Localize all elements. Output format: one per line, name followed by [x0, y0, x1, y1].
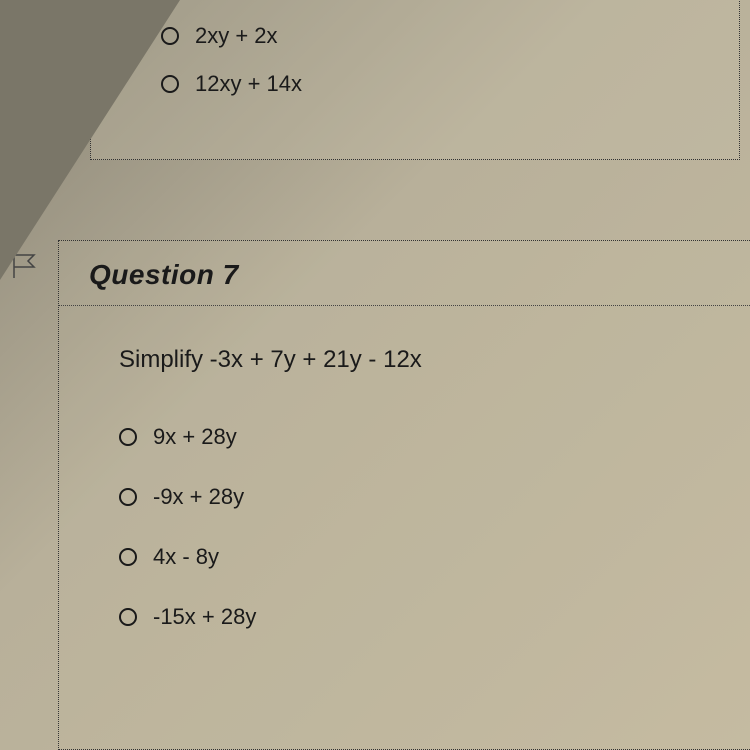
option-row[interactable]: -9x + 28y [119, 484, 720, 510]
option-row[interactable]: 4x - 8y [119, 544, 720, 570]
radio-icon [119, 548, 137, 566]
option-label: 2xy + 2x [195, 23, 278, 49]
option-row[interactable]: 12xy + 14x [161, 71, 699, 97]
question-prompt: Simplify -3x + 7y + 21y - 12x [119, 346, 720, 374]
option-row[interactable]: -15x + 28y [119, 604, 720, 630]
question-box: Question 7 Simplify -3x + 7y + 21y - 12x… [58, 240, 750, 750]
question-body: Simplify -3x + 7y + 21y - 12x 9x + 28y -… [59, 306, 750, 684]
option-row[interactable]: 2xy + 2x [161, 23, 699, 49]
option-label: 9x + 28y [153, 424, 237, 450]
previous-question-box: 2xy + 2x 12xy + 14x [90, 0, 740, 160]
radio-icon [119, 608, 137, 626]
option-label: 12xy + 14x [195, 71, 302, 97]
option-label: -15x + 28y [153, 604, 256, 630]
radio-icon [119, 488, 137, 506]
option-row[interactable]: 9x + 28y [119, 424, 720, 450]
question-title: Question 7 [89, 259, 720, 291]
page-fold [0, 0, 180, 280]
option-label: -9x + 28y [153, 484, 244, 510]
option-label: 4x - 8y [153, 544, 219, 570]
radio-icon [119, 428, 137, 446]
worksheet-page: 2xy + 2x 12xy + 14x Question 7 Simplify … [0, 0, 750, 750]
